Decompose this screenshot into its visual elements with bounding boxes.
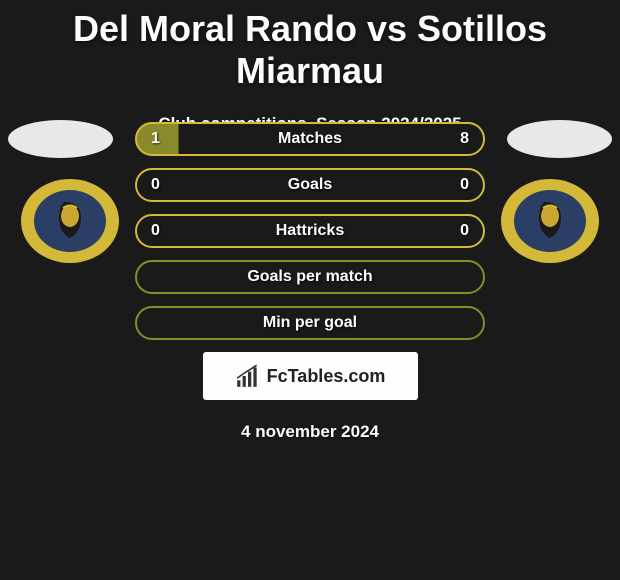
stat-label: Goals per match: [247, 268, 372, 286]
stat-left-value: 1: [151, 130, 160, 148]
chart-icon: [235, 363, 261, 389]
club-badge-left: [20, 178, 120, 264]
stat-right-value: 0: [460, 176, 469, 194]
stat-row-matches: 1 Matches 8: [135, 122, 485, 156]
stat-row-goals-per-match: Goals per match: [135, 260, 485, 294]
stat-row-hattricks: 0 Hattricks 0: [135, 214, 485, 248]
page-title: Del Moral Rando vs Sotillos Miarmau: [0, 0, 620, 92]
player-badge-right: [507, 120, 612, 158]
brand-text: FcTables.com: [267, 366, 386, 387]
stat-right-value: 0: [460, 222, 469, 240]
stat-left-value: 0: [151, 176, 160, 194]
brand-logo: FcTables.com: [203, 352, 418, 400]
stat-label: Min per goal: [263, 314, 357, 332]
stat-label: Goals: [288, 176, 332, 194]
stat-label: Matches: [278, 130, 342, 148]
stat-row-goals: 0 Goals 0: [135, 168, 485, 202]
club-badge-right: [500, 178, 600, 264]
stat-left-value: 0: [151, 222, 160, 240]
stat-label: Hattricks: [276, 222, 344, 240]
stats-container: 1 Matches 8 0 Goals 0 0 Hattricks 0 Goal…: [135, 122, 485, 442]
stat-right-value: 8: [460, 130, 469, 148]
player-badge-left: [8, 120, 113, 158]
stat-row-min-per-goal: Min per goal: [135, 306, 485, 340]
date-label: 4 november 2024: [135, 422, 485, 442]
